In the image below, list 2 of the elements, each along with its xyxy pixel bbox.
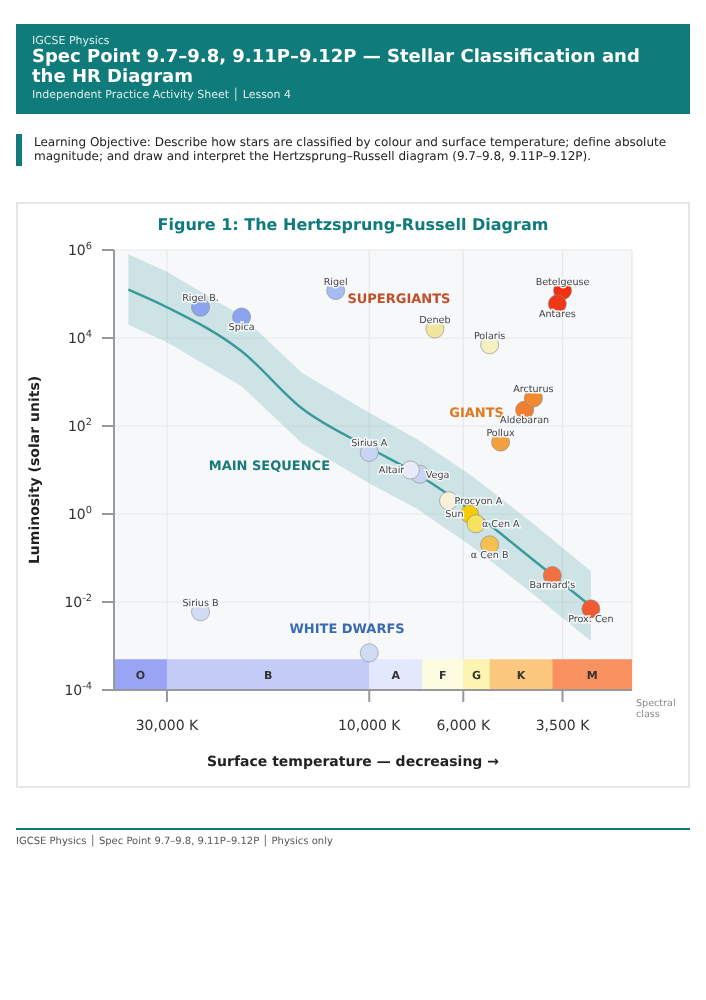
text: Spec Point 9.7–9.8, 9.11P–9.12P — Stellar Classification and the HR Diagram <box>32 48 642 89</box>
chart-title: Figure 1: The Hertzsprung-Russell Diagram <box>155 215 551 234</box>
